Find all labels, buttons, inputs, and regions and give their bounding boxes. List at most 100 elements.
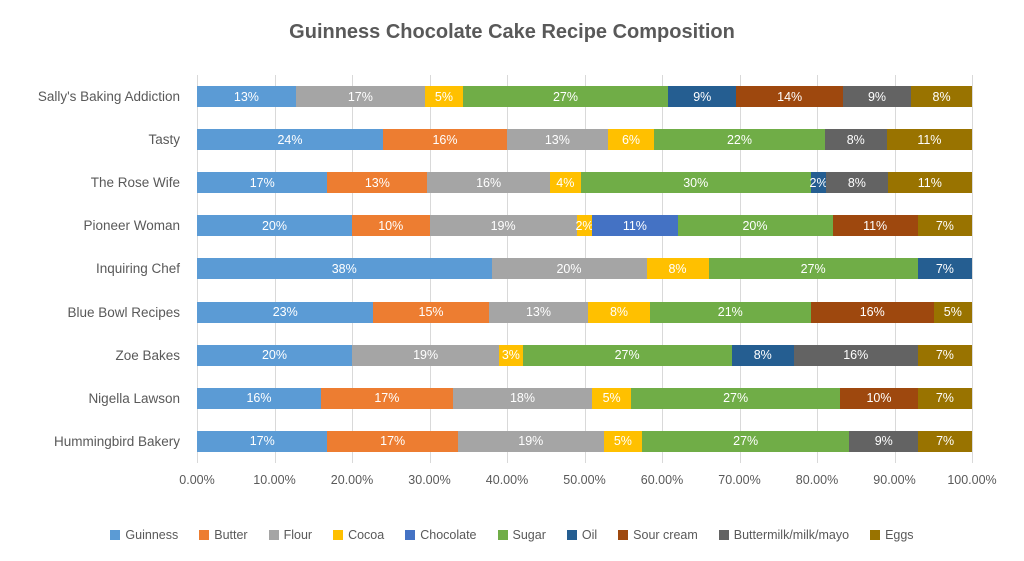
x-axis-tick-label: 50.00%	[563, 473, 606, 487]
stacked-bar: 23% 15% 13% 8% 21% 16% 5%	[197, 301, 972, 323]
legend-label: Flour	[283, 528, 313, 542]
bar-segment-sour-cream: 11%	[832, 215, 918, 237]
bar-segment-flour: 19%	[457, 430, 604, 452]
bar-segment-buttermilk-milk-mayo: 16%	[793, 344, 918, 366]
bar-segment-butter: 10%	[352, 215, 430, 237]
data-label: 11%	[917, 132, 942, 147]
bar-segment-guinness: 38%	[197, 258, 492, 280]
bar-segment-flour: 16%	[427, 172, 550, 194]
data-label: 6%	[621, 132, 641, 147]
data-label: 16%	[246, 391, 272, 406]
stacked-bar: 17% 13% 16% 4% 30% 2% 8% 11%	[197, 172, 972, 194]
bar-segment-cocoa: 5%	[592, 387, 631, 409]
data-label: 13%	[364, 175, 390, 190]
data-label: 27%	[614, 348, 640, 363]
bar-segment-flour: 13%	[507, 129, 608, 151]
bar-segment-eggs: 5%	[933, 301, 972, 323]
stacked-bar: 20% 19% 3% 27% 8% 16% 7%	[197, 344, 972, 366]
legend-label: Cocoa	[348, 528, 385, 542]
legend-swatch-icon	[566, 530, 577, 540]
data-label: 17%	[374, 391, 400, 406]
x-axis-tick-label: 40.00%	[485, 473, 529, 487]
bar-segment-flour: 13%	[488, 301, 589, 323]
data-label: 21%	[717, 305, 743, 320]
data-label: 23%	[272, 305, 298, 320]
bar-segment-buttermilk-milk-mayo: 8%	[824, 129, 887, 151]
bar-segment-sugar: 22%	[654, 129, 825, 151]
bar-segment-chocolate: 11%	[592, 215, 678, 237]
stacked-bar: 13% 17% 5% 27% 9% 14% 9% 8%	[197, 86, 972, 108]
legend-label: Oil	[581, 528, 598, 542]
data-label: 22%	[726, 132, 753, 147]
data-label: 11%	[622, 218, 647, 233]
bar-segment-cocoa: 8%	[588, 301, 650, 323]
bar-segment-sugar: 30%	[580, 172, 811, 194]
data-label: 24%	[277, 132, 303, 147]
bar-segment-butter: 17%	[327, 430, 458, 452]
data-label: 30%	[683, 175, 709, 190]
legend-swatch-icon	[405, 530, 416, 540]
data-label: 20%	[261, 348, 288, 363]
x-axis-tick-label: 20.00%	[330, 473, 374, 487]
bar-segment-eggs: 7%	[918, 430, 973, 452]
bar-segment-buttermilk-milk-mayo: 9%	[842, 86, 912, 108]
x-axis-tick-label: 100.00%	[947, 473, 997, 487]
plot-area: 13% 17% 5% 27% 9% 14% 9% 8% 24% 16% 13% 6% 22% 8% 11% 1…	[197, 75, 973, 463]
data-label: 19%	[490, 218, 516, 233]
bars-container: 13% 17% 5% 27% 9% 14% 9% 8% 24% 16% 13% 6% 22% 8% 11% 1…	[197, 75, 973, 463]
legend-item-guinness: Guinness	[110, 528, 178, 542]
data-label: 13%	[544, 132, 570, 147]
x-axis-tick-label: 90.00%	[873, 473, 916, 487]
bar-row: 20% 10% 19% 2% 11% 20% 11% 7%	[197, 204, 972, 247]
category-label: Nigella Lawson	[88, 390, 180, 406]
chart-title: Guinness Chocolate Cake Recipe Compositi…	[289, 21, 735, 43]
bar-segment-sugar: 21%	[649, 301, 811, 323]
bar-segment-eggs: 7%	[917, 344, 972, 366]
legend-swatch-icon	[497, 530, 508, 540]
x-axis-tick-label: 0.00%	[179, 473, 215, 487]
data-label: 8%	[932, 89, 951, 104]
bar-segment-buttermilk-milk-mayo: 9%	[849, 430, 919, 452]
data-label: 8%	[668, 261, 687, 276]
bar-segment-cocoa: 8%	[646, 258, 709, 280]
bar-segment-oil: 7%	[917, 258, 972, 280]
legend-swatch-icon	[718, 530, 729, 540]
legend-item-oil: Oil	[566, 528, 598, 542]
data-label: 15%	[418, 305, 444, 320]
bar-segment-cocoa: 6%	[607, 129, 655, 151]
bar-segment-eggs: 11%	[886, 129, 972, 151]
data-label: 7%	[935, 391, 954, 406]
data-label: 5%	[434, 89, 453, 104]
data-label: 2%	[575, 218, 594, 233]
bar-segment-flour: 17%	[295, 86, 425, 108]
stacked-bar: 17% 17% 19% 5% 27% 9% 7%	[197, 430, 973, 452]
bar-segment-oil: 8%	[731, 344, 794, 366]
legend-label: Sugar	[512, 528, 546, 542]
data-label: 5%	[602, 391, 621, 406]
x-axis-tick-label: 30.00%	[408, 473, 451, 487]
data-label: 8%	[609, 305, 629, 320]
data-label: 5%	[613, 434, 632, 449]
data-label: 9%	[693, 89, 712, 104]
data-label: 2%	[809, 175, 828, 190]
data-label: 20%	[556, 261, 582, 276]
data-label: 16%	[859, 305, 885, 320]
data-label: 27%	[723, 391, 749, 406]
bar-segment-eggs: 7%	[917, 215, 972, 237]
bar-row: 13% 17% 5% 27% 9% 14% 9% 8%	[197, 75, 972, 118]
bar-segment-eggs: 7%	[917, 387, 972, 409]
data-label: 5%	[943, 305, 962, 320]
legend-item-buttermilk-milk-mayo: Buttermilk/milk/mayo	[718, 528, 849, 542]
bar-segment-flour: 19%	[429, 215, 577, 237]
bar-segment-guinness: 23%	[197, 301, 374, 323]
legend: Guinness Butter Flour Cocoa Chocolate Sugar Oi…	[0, 528, 1024, 542]
legend-item-flour: Flour	[268, 528, 313, 542]
data-label: 8%	[846, 132, 865, 147]
bar-segment-flour: 18%	[452, 387, 593, 409]
data-label: 27%	[552, 89, 579, 104]
bar-segment-sugar: 27%	[631, 387, 841, 409]
data-label: 16%	[843, 348, 869, 363]
legend-item-chocolate: Chocolate	[405, 528, 477, 542]
bar-segment-cocoa: 3%	[499, 344, 523, 366]
